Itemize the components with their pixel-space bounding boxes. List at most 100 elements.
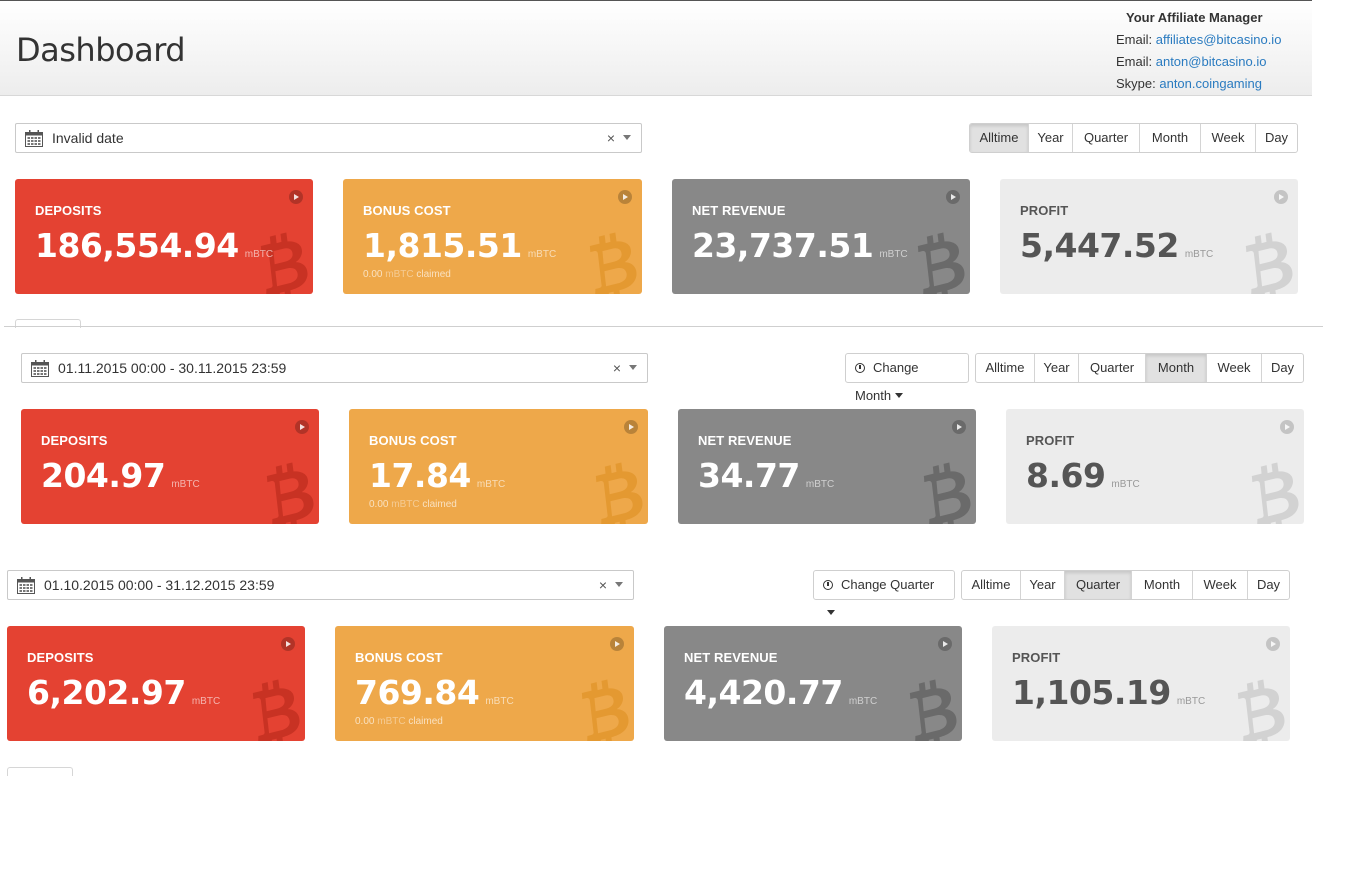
date-range-picker[interactable]: 01.10.2015 00:00 - 31.12.2015 23:59 × — [7, 570, 634, 600]
bonus-label: BONUS COST — [363, 203, 451, 218]
period-button-week[interactable]: Week — [1200, 124, 1255, 152]
date-range-value: 01.11.2015 00:00 - 30.11.2015 23:59 — [58, 360, 287, 376]
bitcoin-icon — [263, 459, 319, 524]
period-button-day[interactable]: Day — [1261, 354, 1303, 382]
bonus-claimed-text: 0.00 mBTC claimed — [363, 269, 451, 280]
deposits-card[interactable]: DEPOSITS 6,202.97 mBTC — [7, 626, 305, 741]
period-button-year[interactable]: Year — [1028, 124, 1072, 152]
change-period-dropdown[interactable]: Change Quarter — [813, 570, 955, 615]
period-button-alltime[interactable]: Alltime — [971, 577, 1011, 592]
revenue-amount: 4,420.77 — [684, 673, 843, 712]
deposits-label: DEPOSITS — [27, 650, 94, 665]
manager-email-2-link[interactable]: anton@bitcasino.io — [1155, 54, 1267, 69]
affiliate-manager-info: Your Affiliate Manager Email: affiliates… — [1116, 7, 1281, 95]
play-icon[interactable] — [281, 637, 295, 651]
profit-unit: mBTC — [1176, 696, 1206, 707]
bonus-card[interactable]: BONUS COST 769.84 mBTC 0.00 mBTC claimed — [335, 626, 634, 741]
claimed-label: claimed — [422, 499, 457, 510]
bitcoin-icon — [1248, 459, 1304, 524]
revenue-amount: 23,737.51 — [692, 226, 874, 265]
bitcoin-icon — [914, 229, 970, 294]
profit-value: 8.69 mBTC — [1026, 456, 1140, 495]
period-button-month[interactable]: Month — [1145, 354, 1206, 382]
revenue-card[interactable]: NET REVENUE 34.77 mBTC — [678, 409, 976, 524]
period-button-week[interactable]: Week — [1206, 354, 1261, 382]
profit-card[interactable]: PROFIT 5,447.52 mBTC — [1000, 179, 1298, 294]
dropdown-caret-icon[interactable] — [623, 135, 631, 140]
period-button-day[interactable]: Day — [1255, 124, 1297, 152]
revenue-unit: mBTC — [848, 696, 878, 707]
play-icon[interactable] — [952, 420, 966, 434]
play-icon[interactable] — [946, 190, 960, 204]
play-icon[interactable] — [1274, 190, 1288, 204]
clear-icon[interactable]: × — [606, 130, 615, 146]
date-range-picker[interactable]: 01.11.2015 00:00 - 30.11.2015 23:59 × — [21, 353, 648, 383]
period-button-month[interactable]: Month — [1131, 571, 1192, 599]
bonus-card[interactable]: BONUS COST 17.84 mBTC 0.00 mBTC claimed — [349, 409, 648, 524]
calendar-icon — [17, 577, 35, 594]
bitcoin-icon — [586, 229, 642, 294]
deposits-amount: 204.97 — [41, 456, 166, 495]
period-button-year[interactable]: Year — [1020, 571, 1064, 599]
play-icon[interactable] — [1280, 420, 1294, 434]
change-period-dropdown[interactable]: Change Month — [845, 353, 969, 403]
profit-card[interactable]: PROFIT 8.69 mBTC — [1006, 409, 1304, 524]
date-range-picker[interactable]: Invalid date × — [15, 123, 642, 153]
dropdown-caret-icon[interactable] — [615, 582, 623, 587]
deposits-value: 204.97 mBTC — [41, 456, 200, 495]
bonus-amount: 1,815.51 — [363, 226, 522, 265]
details-tab[interactable] — [7, 767, 73, 776]
claimed-unit: mBTC — [385, 269, 414, 280]
manager-skype-row: Skype: anton.coingaming — [1116, 73, 1281, 95]
bonus-unit: mBTC — [476, 479, 506, 490]
profit-amount: 5,447.52 — [1020, 226, 1179, 265]
bonus-value: 1,815.51 mBTC — [363, 226, 556, 265]
profit-unit: mBTC — [1184, 249, 1214, 260]
play-icon[interactable] — [289, 190, 303, 204]
manager-email-1-link[interactable]: affiliates@bitcasino.io — [1155, 32, 1282, 47]
deposits-unit: mBTC — [191, 696, 221, 707]
dropdown-caret-icon[interactable] — [629, 365, 637, 370]
deposits-card[interactable]: DEPOSITS 186,554.94 mBTC — [15, 179, 313, 294]
play-icon[interactable] — [624, 420, 638, 434]
clear-icon[interactable]: × — [612, 360, 621, 376]
play-icon[interactable] — [295, 420, 309, 434]
deposits-label: DEPOSITS — [35, 203, 102, 218]
clear-icon[interactable]: × — [598, 577, 607, 593]
period-button-month[interactable]: Month — [1139, 124, 1200, 152]
deposits-unit: mBTC — [244, 249, 274, 260]
revenue-amount: 34.77 — [698, 456, 800, 495]
revenue-card[interactable]: NET REVENUE 4,420.77 mBTC — [664, 626, 962, 741]
page-title: Dashboard — [16, 31, 186, 69]
period-button-quarter[interactable]: Quarter — [1064, 571, 1131, 599]
play-icon[interactable] — [938, 637, 952, 651]
claimed-label: claimed — [408, 716, 443, 727]
period-button-day[interactable]: Day — [1247, 571, 1289, 599]
claimed-unit: mBTC — [391, 499, 420, 510]
play-icon[interactable] — [610, 637, 624, 651]
details-tab[interactable] — [15, 319, 81, 328]
bonus-card[interactable]: BONUS COST 1,815.51 mBTC 0.00 mBTC claimed — [343, 179, 642, 294]
period-button-group: Alltime Year Quarter Month Week Day — [975, 353, 1304, 383]
period-button-alltime[interactable]: Alltime — [970, 124, 1028, 152]
bonus-unit: mBTC — [527, 249, 557, 260]
period-button-year[interactable]: Year — [1034, 354, 1078, 382]
period-button-quarter[interactable]: Quarter — [1078, 354, 1145, 382]
profit-card[interactable]: PROFIT 1,105.19 mBTC — [992, 626, 1290, 741]
profit-label: PROFIT — [1020, 203, 1069, 218]
caret-down-icon — [895, 393, 904, 398]
period-button-week[interactable]: Week — [1192, 571, 1247, 599]
manager-skype-link[interactable]: anton.coingaming — [1159, 76, 1262, 91]
revenue-card[interactable]: NET REVENUE 23,737.51 mBTC — [672, 179, 970, 294]
claimed-unit: mBTC — [377, 716, 406, 727]
deposits-card[interactable]: DEPOSITS 204.97 mBTC — [21, 409, 319, 524]
profit-amount: 1,105.19 — [1012, 673, 1171, 712]
period-button-alltime[interactable]: Alltime — [985, 360, 1025, 375]
period-button-quarter[interactable]: Quarter — [1072, 124, 1139, 152]
play-icon[interactable] — [618, 190, 632, 204]
change-period-label: Change Quarter — [841, 577, 935, 592]
play-icon[interactable] — [1266, 637, 1280, 651]
date-range-value: Invalid date — [52, 130, 124, 146]
period-button-group: Alltime Year Quarter Month Week Day — [969, 123, 1298, 153]
calendar-icon — [25, 130, 43, 147]
